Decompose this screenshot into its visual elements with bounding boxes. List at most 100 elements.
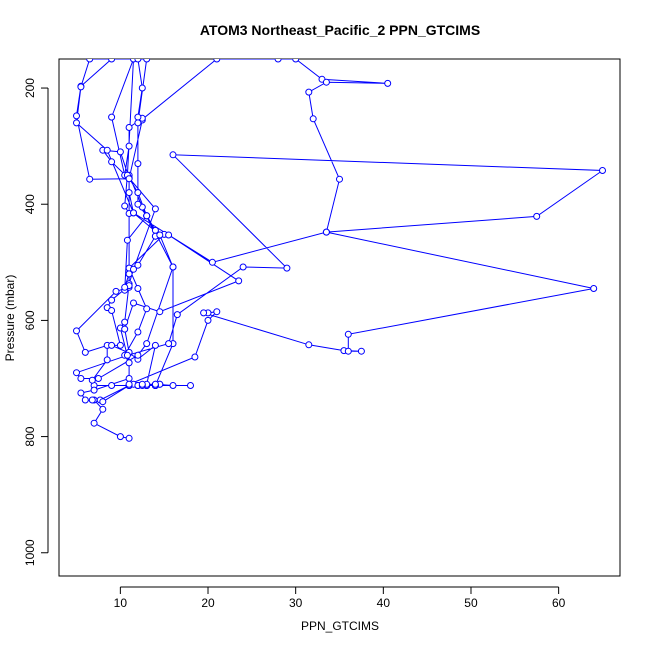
data-point (138, 84, 146, 92)
data-point (533, 212, 541, 220)
data-point (81, 348, 89, 356)
data-point (599, 167, 606, 174)
data-point (73, 119, 80, 127)
data-point (165, 231, 173, 239)
data-point (134, 285, 142, 292)
data-point (108, 307, 116, 314)
x-axis-label: PPN_GTCIMS (301, 619, 379, 633)
series-layer (73, 59, 606, 442)
data-point (156, 308, 164, 316)
data-point (94, 375, 102, 382)
data-point (322, 228, 330, 236)
x-tick-label: 30 (289, 596, 303, 610)
data-point (108, 341, 116, 349)
data-point (121, 283, 129, 291)
data-point (191, 353, 199, 361)
data-point (130, 299, 137, 307)
data-point (112, 287, 120, 295)
data-point (99, 405, 107, 413)
data-point (151, 205, 159, 213)
chart-title: ATOM3 Northeast_Pacific_2 PPN_GTCIMS (200, 22, 480, 38)
data-point (77, 389, 85, 397)
data-point (344, 330, 352, 338)
data-point (134, 119, 142, 127)
data-point (283, 264, 291, 272)
data-point (73, 327, 80, 335)
y-axis-label: Pressure (mbar) (3, 275, 17, 362)
data-point (384, 79, 392, 87)
data-point (156, 231, 164, 239)
data-point (590, 285, 598, 292)
data-point (169, 382, 177, 389)
data-point (125, 380, 133, 388)
y-tick-label: 1000 (23, 539, 37, 566)
data-point (125, 434, 133, 442)
data-point (143, 340, 151, 348)
data-point (173, 311, 181, 319)
plot-frame (58, 58, 621, 577)
data-point (123, 351, 131, 359)
data-point (305, 88, 313, 96)
x-tick-label: 10 (114, 596, 128, 610)
data-point (239, 263, 247, 271)
data-point (322, 78, 330, 86)
data-point (134, 351, 142, 359)
data-point (125, 375, 133, 382)
data-point (357, 347, 365, 355)
data-point (103, 146, 111, 154)
data-point (336, 175, 343, 183)
data-point (134, 261, 142, 269)
data-point (121, 318, 129, 326)
data-point (151, 341, 159, 349)
data-point (121, 325, 129, 333)
y-tick-label: 200 (23, 78, 37, 98)
data-point (116, 341, 124, 349)
data-point (200, 309, 208, 317)
data-point (143, 212, 151, 220)
data-point (108, 158, 116, 166)
y-axis: 200 400 600 800 1000 (23, 78, 49, 566)
x-tick-label: 50 (464, 596, 478, 610)
data-point (151, 380, 159, 388)
data-point (134, 59, 142, 63)
y-tick-label: 600 (23, 310, 37, 330)
data-point (138, 380, 146, 388)
data-point (108, 296, 116, 304)
data-point (121, 202, 129, 210)
data-point (143, 59, 151, 63)
data-point (88, 396, 96, 404)
data-point (125, 124, 133, 131)
data-point (77, 375, 85, 382)
data-point (213, 308, 221, 316)
data-point (169, 151, 177, 159)
data-point (86, 175, 94, 183)
data-point (309, 115, 317, 123)
data-point (274, 59, 282, 63)
data-point (134, 113, 142, 121)
data-point (213, 59, 221, 63)
data-point (103, 356, 111, 364)
data-point (108, 59, 116, 63)
data-point (90, 386, 98, 394)
data-point (99, 398, 107, 406)
data-point (73, 112, 80, 120)
data-point (134, 189, 142, 197)
data-point (187, 382, 194, 389)
data-point (235, 277, 243, 285)
x-tick-label: 60 (552, 596, 566, 610)
data-point (116, 148, 124, 156)
data-point (108, 382, 116, 389)
x-tick-label: 40 (377, 596, 391, 610)
data-point (77, 83, 85, 91)
y-tick-label: 400 (23, 194, 37, 214)
data-point (125, 175, 133, 183)
data-point (344, 347, 352, 355)
data-point (305, 341, 313, 349)
data-point (130, 265, 137, 273)
data-point (165, 340, 173, 348)
data-point (125, 270, 133, 278)
x-axis: 10 20 30 40 50 60 (114, 586, 566, 610)
data-point (125, 359, 133, 367)
data-point (134, 200, 142, 208)
